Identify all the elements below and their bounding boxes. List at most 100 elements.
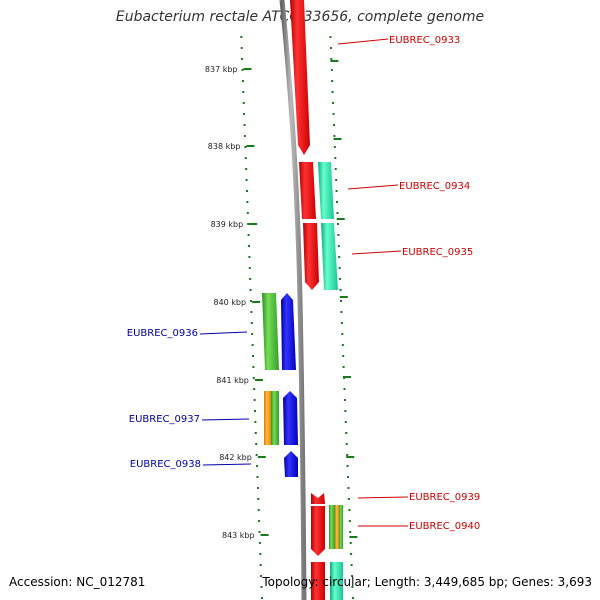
gene-block-eubrec-0934-teal[interactable] — [318, 162, 334, 219]
track-dot — [245, 168, 248, 170]
gene-block-eubrec-0939[interactable] — [311, 506, 325, 556]
gene-label-eubrec-0940[interactable]: EUBREC_0940 — [409, 521, 480, 532]
track-dot — [248, 256, 251, 258]
track-dot — [252, 355, 254, 357]
gene-label-eubrec-0933[interactable]: EUBREC_0933 — [389, 35, 460, 46]
track-dot — [250, 300, 252, 302]
track-dot — [258, 520, 261, 522]
track-dot — [333, 146, 336, 148]
gene-stripe-eubrec-0940-green2[interactable] — [339, 505, 343, 549]
track-dot — [247, 223, 250, 225]
gene-label-eubrec-0939[interactable]: EUBREC_0939 — [409, 492, 480, 503]
track-dot — [241, 69, 244, 71]
track-dot — [246, 212, 249, 214]
gene-block-eubrec-0934-red[interactable] — [299, 162, 316, 219]
gene-stripe-eubrec-0937-green[interactable] — [271, 391, 279, 445]
track-dot — [246, 201, 249, 203]
gene-arrow-eubrec-0933[interactable] — [290, 0, 310, 155]
gene-labels-reverse: EUBREC_0936 EUBREC_0937 EUBREC_0938 — [127, 328, 252, 470]
gene-label-eubrec-0938[interactable]: EUBREC_0938 — [130, 459, 201, 470]
gene-block-bottom-red[interactable] — [311, 562, 325, 600]
track-dot — [259, 553, 262, 555]
gene-label-eubrec-0934[interactable]: EUBREC_0934 — [399, 181, 470, 192]
track-dot — [333, 135, 336, 137]
track-dot — [250, 311, 253, 313]
outer-major-tick — [333, 138, 342, 140]
track-dot — [334, 168, 337, 170]
scale-tick — [246, 145, 255, 147]
track-dot — [241, 58, 244, 60]
track-dot — [258, 542, 261, 544]
gene-arrow-eubrec-0935-red[interactable] — [303, 223, 319, 290]
scale-label: 841 kbp — [216, 376, 249, 385]
gene-block-eubrec-0936-green[interactable] — [262, 293, 279, 370]
track-dot — [345, 432, 348, 434]
outer-major-tick — [343, 376, 351, 378]
track-dot — [344, 421, 347, 423]
track-dot — [340, 300, 342, 302]
track-dot — [256, 476, 259, 478]
scale-label: 840 kbp — [213, 298, 246, 307]
track-dot — [256, 487, 259, 489]
scale-label: 842 kbp — [219, 453, 252, 462]
track-dot — [242, 102, 245, 104]
track-dot — [257, 498, 260, 500]
gene-block-eubrec-0935-teal[interactable] — [321, 223, 338, 290]
track-dot — [336, 223, 339, 225]
genome-summary-text: Topology: circular; Length: 3,449,685 bp… — [262, 575, 592, 589]
gene-block-bottom-teal[interactable] — [330, 562, 343, 600]
track-dot — [244, 146, 247, 148]
track-dot — [349, 531, 352, 533]
track-dot — [258, 531, 261, 533]
track-dot — [349, 542, 352, 544]
track-dot — [351, 597, 354, 599]
track-dot — [249, 278, 252, 280]
scale-label: 839 kbp — [211, 220, 244, 229]
track-dot — [256, 465, 259, 467]
gene-label-eubrec-0935[interactable]: EUBREC_0935 — [402, 247, 473, 258]
track-dot — [252, 366, 255, 368]
track-dot — [247, 234, 250, 236]
track-dot — [341, 333, 344, 335]
track-dot — [255, 454, 258, 456]
gene-stripe-eubrec-0937-orange[interactable] — [264, 391, 271, 445]
gene-arrow-eubrec-0938-blue[interactable] — [284, 451, 298, 477]
track-dot — [344, 410, 347, 412]
gene-arrow-eubrec-0936-blue[interactable] — [281, 293, 296, 370]
track-dot — [243, 135, 246, 137]
track-dot — [329, 36, 332, 38]
track-dot — [337, 234, 340, 236]
forward-strand-genes — [290, 0, 343, 600]
track-dot — [243, 124, 246, 126]
gene-stripe-eubrec-0940-orange[interactable] — [335, 505, 339, 549]
gene-stripe-eubrec-0940-green[interactable] — [329, 505, 335, 549]
track-dot — [347, 498, 350, 500]
genome-backbone — [279, 0, 307, 600]
track-dot — [350, 553, 353, 555]
outer-major-tick — [336, 218, 345, 220]
track-dot — [331, 91, 334, 93]
gene-arrow-eubrec-0937-blue[interactable] — [283, 391, 298, 445]
track-dot — [254, 421, 257, 423]
gene-label-eubrec-0936[interactable]: EUBREC_0936 — [127, 328, 198, 339]
track-dot — [345, 443, 348, 445]
gene-labels-forward: EUBREC_0933 EUBREC_0934 EUBREC_0935 EUBR… — [337, 35, 480, 532]
track-dot — [347, 476, 349, 478]
outer-major-tick — [349, 536, 358, 538]
track-dot — [330, 69, 333, 71]
scale-label: 837 kbp — [205, 65, 238, 74]
track-dot — [336, 212, 339, 214]
track-dot — [347, 487, 350, 489]
gene-arrow-eubrec-0939[interactable] — [311, 493, 325, 504]
track-dot — [252, 377, 255, 379]
gene-label-eubrec-0937[interactable]: EUBREC_0937 — [129, 414, 200, 425]
track-dot — [257, 509, 260, 511]
track-dot — [342, 355, 345, 357]
scale-axis: 837 kbp 838 kbp 839 kbp 840 kbp 841 kbp 842 k… — [205, 65, 269, 540]
track-dot — [260, 597, 263, 599]
track-dot — [253, 388, 256, 390]
outer-major-tick — [346, 456, 355, 458]
track-dot — [342, 366, 345, 368]
